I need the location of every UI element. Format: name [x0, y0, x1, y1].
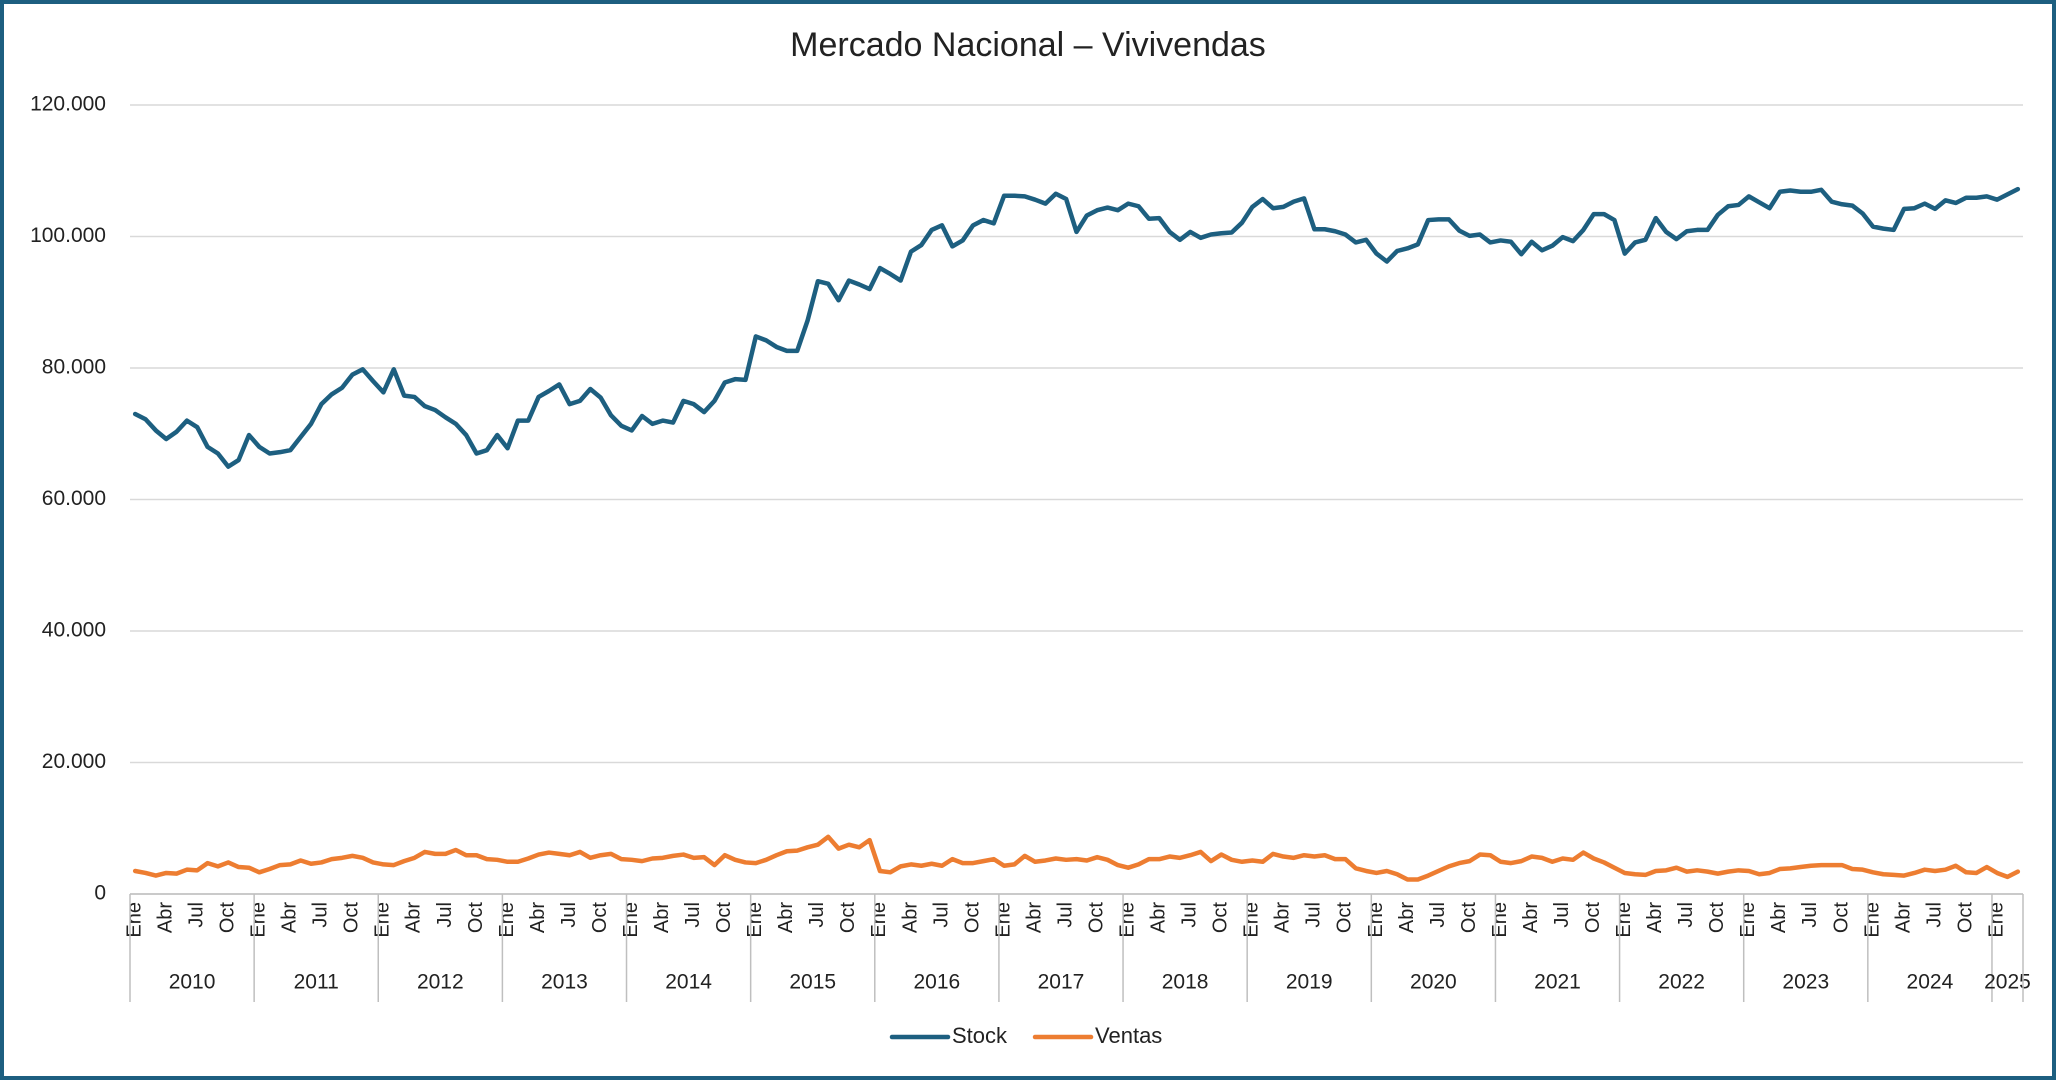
x-tick-label: Abr	[899, 902, 921, 933]
y-tick-label: 20.000	[42, 750, 106, 773]
series-line	[132, 834, 2021, 882]
x-tick-label: Jul	[1303, 902, 1325, 928]
x-tick-label: Oct	[1458, 902, 1480, 934]
x-tick-label: Ene	[992, 902, 1014, 938]
x-tick-label: Oct	[465, 902, 487, 934]
x-tick-label: Jul	[558, 902, 580, 928]
x-tick-label: Jul	[1179, 902, 1201, 928]
x-tick-label: Jul	[434, 902, 456, 928]
chart-title: Mercado Nacional – Vivivendas	[790, 26, 1266, 64]
y-tick-label: 0	[94, 882, 106, 905]
x-tick-label: Ene	[1737, 902, 1759, 938]
x-tick-label: Abr	[1272, 902, 1294, 933]
year-label: 2015	[789, 971, 836, 994]
x-tick-label: Jul	[806, 902, 828, 928]
x-tick-label: Ene	[123, 902, 145, 938]
x-tick-label: Ene	[496, 902, 518, 938]
x-tick-label: Jul	[930, 902, 952, 928]
x-tick-label: Jul	[682, 902, 704, 928]
x-tick-label: Jul	[1799, 902, 1821, 928]
x-tick-label: Abr	[1148, 902, 1170, 933]
x-tick-label: Abr	[1768, 902, 1790, 933]
x-tick-label: Ene	[1861, 902, 1883, 938]
year-label: 2023	[1782, 971, 1829, 994]
year-label: 2012	[417, 971, 464, 994]
x-tick-label: Oct	[713, 902, 735, 934]
y-tick-label: 60.000	[42, 487, 106, 510]
x-tick-label: Ene	[744, 902, 766, 938]
x-tick-label: Abr	[154, 902, 176, 933]
x-tick-label: Abr	[279, 902, 301, 933]
year-label: 2011	[294, 971, 339, 994]
x-tick-label: Oct	[1954, 902, 1976, 934]
x-tick-label: Abr	[1023, 902, 1045, 933]
x-tick-label: Ene	[372, 902, 394, 938]
x-tick-label: Abr	[403, 902, 425, 933]
x-tick-label: Oct	[1085, 902, 1107, 934]
x-tick-label: Oct	[1830, 902, 1852, 934]
x-tick-label: Oct	[1582, 902, 1604, 934]
year-label: 2013	[541, 971, 588, 994]
x-tick-label: Ene	[620, 902, 642, 938]
year-label: 2018	[1162, 971, 1209, 994]
x-tick-label: Abr	[775, 902, 797, 933]
x-tick-label: Oct	[1210, 902, 1232, 934]
x-tick-label: Abr	[1520, 902, 1542, 933]
year-label: 2010	[169, 971, 216, 994]
x-tick-label: Oct	[961, 902, 983, 934]
year-label: 2022	[1658, 971, 1705, 994]
year-label: 2016	[913, 971, 960, 994]
x-tick-label: Oct	[837, 902, 859, 934]
x-tick-label: Oct	[1334, 902, 1356, 934]
x-tick-label: Abr	[651, 902, 673, 933]
y-tick-label: 100.000	[30, 224, 106, 247]
year-label: 2024	[1907, 971, 1954, 994]
x-tick-label: Ene	[1365, 902, 1387, 938]
x-tick-label: Ene	[868, 902, 890, 938]
year-label: 2014	[665, 971, 712, 994]
x-tick-label: Jul	[186, 902, 208, 928]
x-tick-label: Jul	[310, 902, 332, 928]
x-tick-label: Oct	[217, 902, 239, 934]
x-tick-label: Abr	[1644, 902, 1666, 933]
y-tick-label: 80.000	[42, 356, 106, 379]
x-tick-label: Jul	[1551, 902, 1573, 928]
x-tick-label: Oct	[1706, 902, 1728, 934]
x-tick-label: Jul	[1427, 902, 1449, 928]
x-tick-label: Abr	[1396, 902, 1418, 933]
series-line	[132, 186, 2021, 469]
x-tick-label: Jul	[1675, 902, 1697, 928]
y-tick-label: 40.000	[42, 619, 106, 642]
x-tick-label: Ene	[1489, 902, 1511, 938]
year-label: 2025	[1984, 971, 2031, 994]
x-tick-label: Abr	[1892, 902, 1914, 933]
x-tick-label: Ene	[1241, 902, 1263, 938]
x-tick-label: Ene	[1613, 902, 1635, 938]
legend-label: Ventas	[1095, 1023, 1162, 1048]
year-label: 2017	[1038, 971, 1085, 994]
year-label: 2021	[1534, 971, 1581, 994]
year-label: 2019	[1286, 971, 1333, 994]
legend-label: Stock	[952, 1023, 1008, 1048]
x-tick-label: Oct	[341, 902, 363, 934]
x-tick-label: Abr	[527, 902, 549, 933]
year-label: 2020	[1410, 971, 1457, 994]
x-tick-label: Ene	[248, 902, 270, 938]
x-tick-label: Jul	[1923, 902, 1945, 928]
x-tick-label: Ene	[1985, 902, 2007, 938]
x-tick-label: Oct	[589, 902, 611, 934]
x-tick-label: Ene	[1117, 902, 1139, 938]
x-tick-label: Jul	[1054, 902, 1076, 928]
y-tick-label: 120.000	[30, 93, 106, 116]
